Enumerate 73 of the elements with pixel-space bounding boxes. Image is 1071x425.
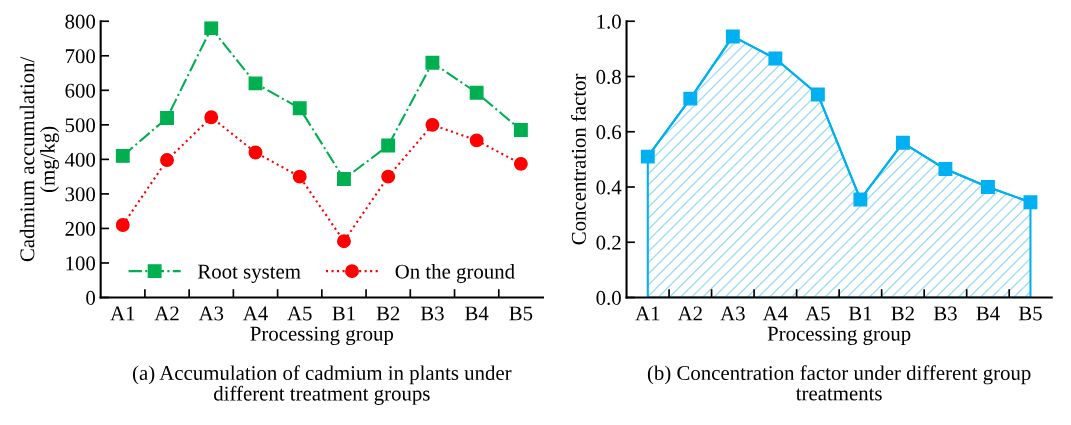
- point: [640, 149, 655, 164]
- y-tick-label: 400: [64, 152, 96, 167]
- x-axis-title: Processing group: [250, 326, 394, 346]
- y-tick-label: 0.2: [596, 235, 621, 250]
- text: (b) Concentration factor under different group treatments: [647, 365, 1031, 401]
- point: [683, 91, 698, 106]
- point: [337, 172, 351, 187]
- x-tick-label: B1: [332, 306, 355, 321]
- point: [248, 76, 263, 91]
- y-tick-label: 0: [86, 290, 96, 305]
- y-tick-label: 100: [66, 256, 96, 271]
- y-tick-label: 200: [65, 221, 96, 236]
- y-axis-title: Cadmium accumulation/ (mg/kg): [19, 56, 60, 262]
- x-tick-label: A3: [198, 306, 224, 321]
- point: [768, 51, 783, 66]
- point: [248, 145, 263, 160]
- point: [980, 180, 995, 194]
- y-tick-label: 1.0: [597, 14, 621, 29]
- point: [292, 101, 307, 116]
- y-tick-label: 600: [65, 83, 96, 98]
- x-tick-label: A4: [762, 306, 788, 321]
- x-tick-label: A5: [805, 306, 830, 321]
- point: [513, 156, 528, 171]
- y-tick-label: 0.0: [596, 290, 621, 306]
- point: [337, 234, 351, 249]
- legend-label: On the ground: [395, 263, 515, 283]
- y-tick-label: 500: [65, 118, 96, 133]
- point: [115, 218, 130, 232]
- y-tick-label: 700: [65, 49, 96, 64]
- point: [853, 192, 868, 207]
- y-tick-label: 0.4: [596, 180, 622, 195]
- x-tick-label: B2: [891, 306, 914, 321]
- point: [160, 110, 174, 125]
- point: [381, 169, 396, 184]
- point: [292, 169, 307, 184]
- point: [810, 87, 825, 102]
- x-tick-label: B5: [1018, 306, 1042, 321]
- x-tick-label: B2: [376, 306, 400, 321]
- x-tick-label: B4: [976, 306, 1000, 321]
- x-tick-label: A2: [677, 306, 702, 321]
- point: [425, 117, 440, 132]
- text: (a) Accumulation of cadmium in plants under different treatment groups: [132, 365, 512, 405]
- y-axis-title: Concentration factor: [570, 73, 586, 245]
- point: [204, 110, 219, 125]
- point: [381, 138, 396, 153]
- x-tick-label: A2: [154, 306, 179, 321]
- y-tick-label: 0.8: [596, 69, 621, 85]
- point: [160, 153, 174, 168]
- point: [895, 135, 910, 150]
- point: [425, 55, 440, 70]
- x-axis-title: Processing group: [767, 326, 911, 346]
- legend-label: Root system: [197, 264, 301, 283]
- point: [469, 85, 484, 100]
- x-tick-label: A3: [720, 306, 745, 321]
- point: [938, 162, 953, 176]
- x-tick-label: B4: [465, 306, 489, 321]
- point: [115, 148, 130, 163]
- x-tick-label: B3: [933, 306, 957, 321]
- x-tick-label: A1: [635, 306, 660, 321]
- x-tick-label: B5: [509, 306, 533, 321]
- y-tick-label: 300: [65, 187, 96, 202]
- x-tick-label: A5: [287, 306, 312, 321]
- point: [725, 29, 740, 44]
- point: [1023, 195, 1038, 210]
- x-tick-label: A4: [242, 306, 268, 321]
- x-tick-label: A1: [110, 306, 135, 321]
- x-tick-label: B1: [848, 306, 872, 321]
- point: [469, 133, 484, 148]
- y-tick-label: 0.6: [596, 125, 622, 140]
- point: [204, 21, 219, 36]
- y-tick-label: 800: [65, 14, 96, 29]
- x-tick-label: B3: [420, 306, 444, 321]
- point: [513, 123, 528, 137]
